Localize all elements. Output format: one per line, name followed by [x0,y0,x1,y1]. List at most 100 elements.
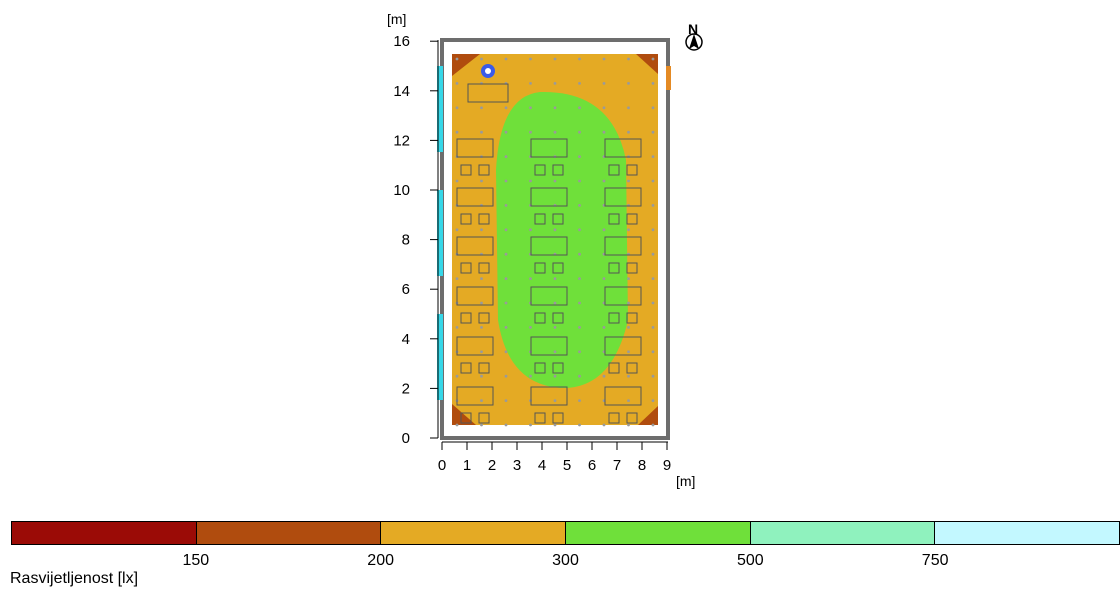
chair [626,213,638,225]
desk [604,138,642,158]
corner-150-200-tl [452,54,480,76]
chair [608,312,620,324]
chair [626,362,638,374]
chair [608,412,620,424]
desk [456,286,494,306]
desk [604,236,642,256]
desk [456,138,494,158]
desk [456,187,494,207]
chair [460,312,472,324]
y-tick-label: 10 [393,182,410,199]
desk [530,236,568,256]
north-arrow-icon: N [685,21,703,51]
y-axis: 0 2 4 6 8 10 12 14 16 [393,33,439,447]
y-tick-label: 16 [393,33,410,50]
chair [626,164,638,176]
y-axis-unit: [m] [387,11,406,27]
door [666,66,671,90]
chair [552,412,564,424]
chair [552,362,564,374]
chair [534,262,546,274]
x-tick-label: 9 [663,457,671,474]
desk [604,187,642,207]
chair [460,362,472,374]
legend-segment [196,522,382,544]
illuminance-color-scale [11,521,1120,545]
x-tick-label: 3 [513,457,521,474]
desk [604,286,642,306]
x-tick-label: 7 [613,457,621,474]
desk [604,336,642,356]
legend-segment [12,522,197,544]
x-tick-label: 6 [588,457,596,474]
desk [604,386,642,406]
chair [608,213,620,225]
chair [552,164,564,176]
desk [530,336,568,356]
x-axis-unit: [m] [676,473,695,489]
legend-segment [750,522,936,544]
chair [534,362,546,374]
desk [530,386,568,406]
north-label: N [688,21,698,37]
x-tick-label: 1 [463,457,471,474]
corner-150-200-br [638,406,658,425]
furniture-layout [456,83,642,424]
y-tick-label: 4 [402,331,410,348]
corner-150-200-bl [452,404,476,425]
luminaire-fixture [481,64,495,78]
chair [478,412,490,424]
chair [626,412,638,424]
chair [460,213,472,225]
windows-left-wall [437,66,443,400]
chair [478,362,490,374]
desk [456,386,494,406]
legend-title: Rasvijetljenost [lx] [10,570,139,587]
chair [478,262,490,274]
y-tick-label: 12 [393,132,410,149]
chair [626,262,638,274]
chair [534,412,546,424]
legend-tick-label: 300 [552,552,579,569]
x-tick-label: 0 [438,457,446,474]
chair [534,213,546,225]
legend-segment [381,522,567,544]
desk [530,187,568,207]
chair [626,312,638,324]
chair [478,164,490,176]
chair [608,362,620,374]
legend-segment [566,522,751,544]
desk [456,336,494,356]
chair [552,262,564,274]
legend-tick-label: 200 [367,552,395,569]
x-tick-label: 2 [488,457,496,474]
y-tick-label: 14 [393,83,410,100]
desk [467,83,509,103]
y-tick-label: 0 [402,430,410,447]
x-tick-label: 8 [638,457,646,474]
y-tick-label: 6 [402,281,410,298]
chair [534,312,546,324]
legend-tick-label: 750 [921,552,949,569]
chair [608,164,620,176]
desk [530,286,568,306]
chair [478,213,490,225]
chair [478,312,490,324]
chair [534,164,546,176]
legend-segment [935,522,1120,544]
legend-tick-label: 150 [182,552,210,569]
chair [460,262,472,274]
chair [460,412,472,424]
x-tick-label: 4 [538,457,546,474]
chair [460,164,472,176]
legend-tick-label: 500 [736,552,764,569]
y-tick-label: 2 [402,380,410,397]
chair [552,312,564,324]
desk [456,236,494,256]
chair [608,262,620,274]
zone-300-500 [496,91,628,389]
x-tick-label: 5 [563,457,571,474]
chair [552,213,564,225]
